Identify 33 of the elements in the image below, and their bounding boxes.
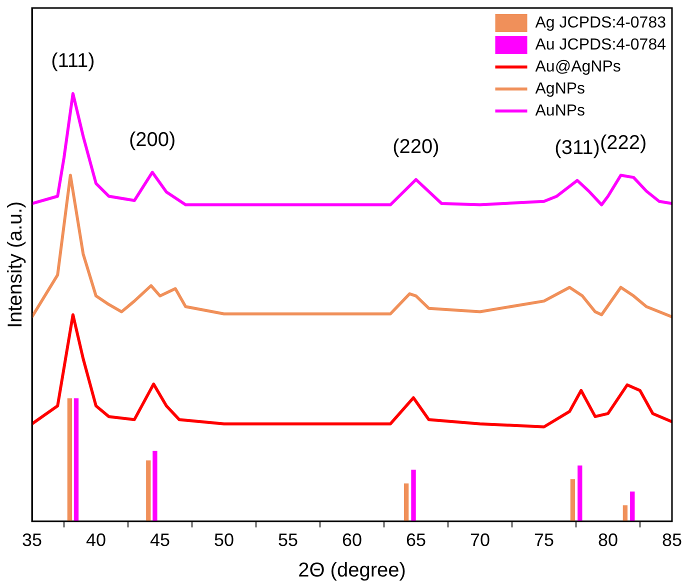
bar (578, 465, 582, 522)
x-tick-label: 50 (214, 530, 234, 550)
annotation: (311) (554, 136, 600, 159)
x-tick-label: 35 (22, 530, 42, 550)
x-tick-label: 75 (534, 530, 554, 550)
annotation: (220) (392, 136, 440, 158)
bar (570, 479, 576, 522)
y-axis-title: Intensity (a.u.) (4, 201, 27, 328)
legend-label: AgNPs (535, 80, 586, 98)
legend-label: Au JCPDS:4-0784 (535, 36, 666, 54)
bar (146, 460, 151, 522)
annotation: (222) (600, 132, 647, 154)
legend-label: Au@AgNPs (535, 58, 621, 76)
x-tick-label: 70 (470, 530, 490, 550)
x-tick-label: 80 (598, 530, 618, 550)
bar (411, 470, 416, 522)
legend-label: AuNPs (535, 102, 586, 120)
bar (152, 450, 158, 522)
x-tick-label: 45 (150, 530, 170, 550)
bar (67, 398, 72, 522)
x-axis-title: 2Θ (degree) (298, 560, 406, 582)
x-tick-label: 65 (406, 530, 426, 550)
x-tick-label: 40 (86, 530, 106, 550)
x-tick-label: 55 (278, 530, 298, 550)
bar (622, 505, 628, 522)
x-tick-label: 85 (662, 530, 682, 550)
x-tick-label: 60 (342, 530, 362, 550)
legend-label: Ag JCPDS:4-0783 (535, 14, 666, 32)
annotation: (111) (51, 50, 95, 72)
annotation: (200) (128, 128, 176, 151)
bar (74, 398, 79, 522)
bar (404, 483, 409, 522)
bar (630, 492, 635, 522)
